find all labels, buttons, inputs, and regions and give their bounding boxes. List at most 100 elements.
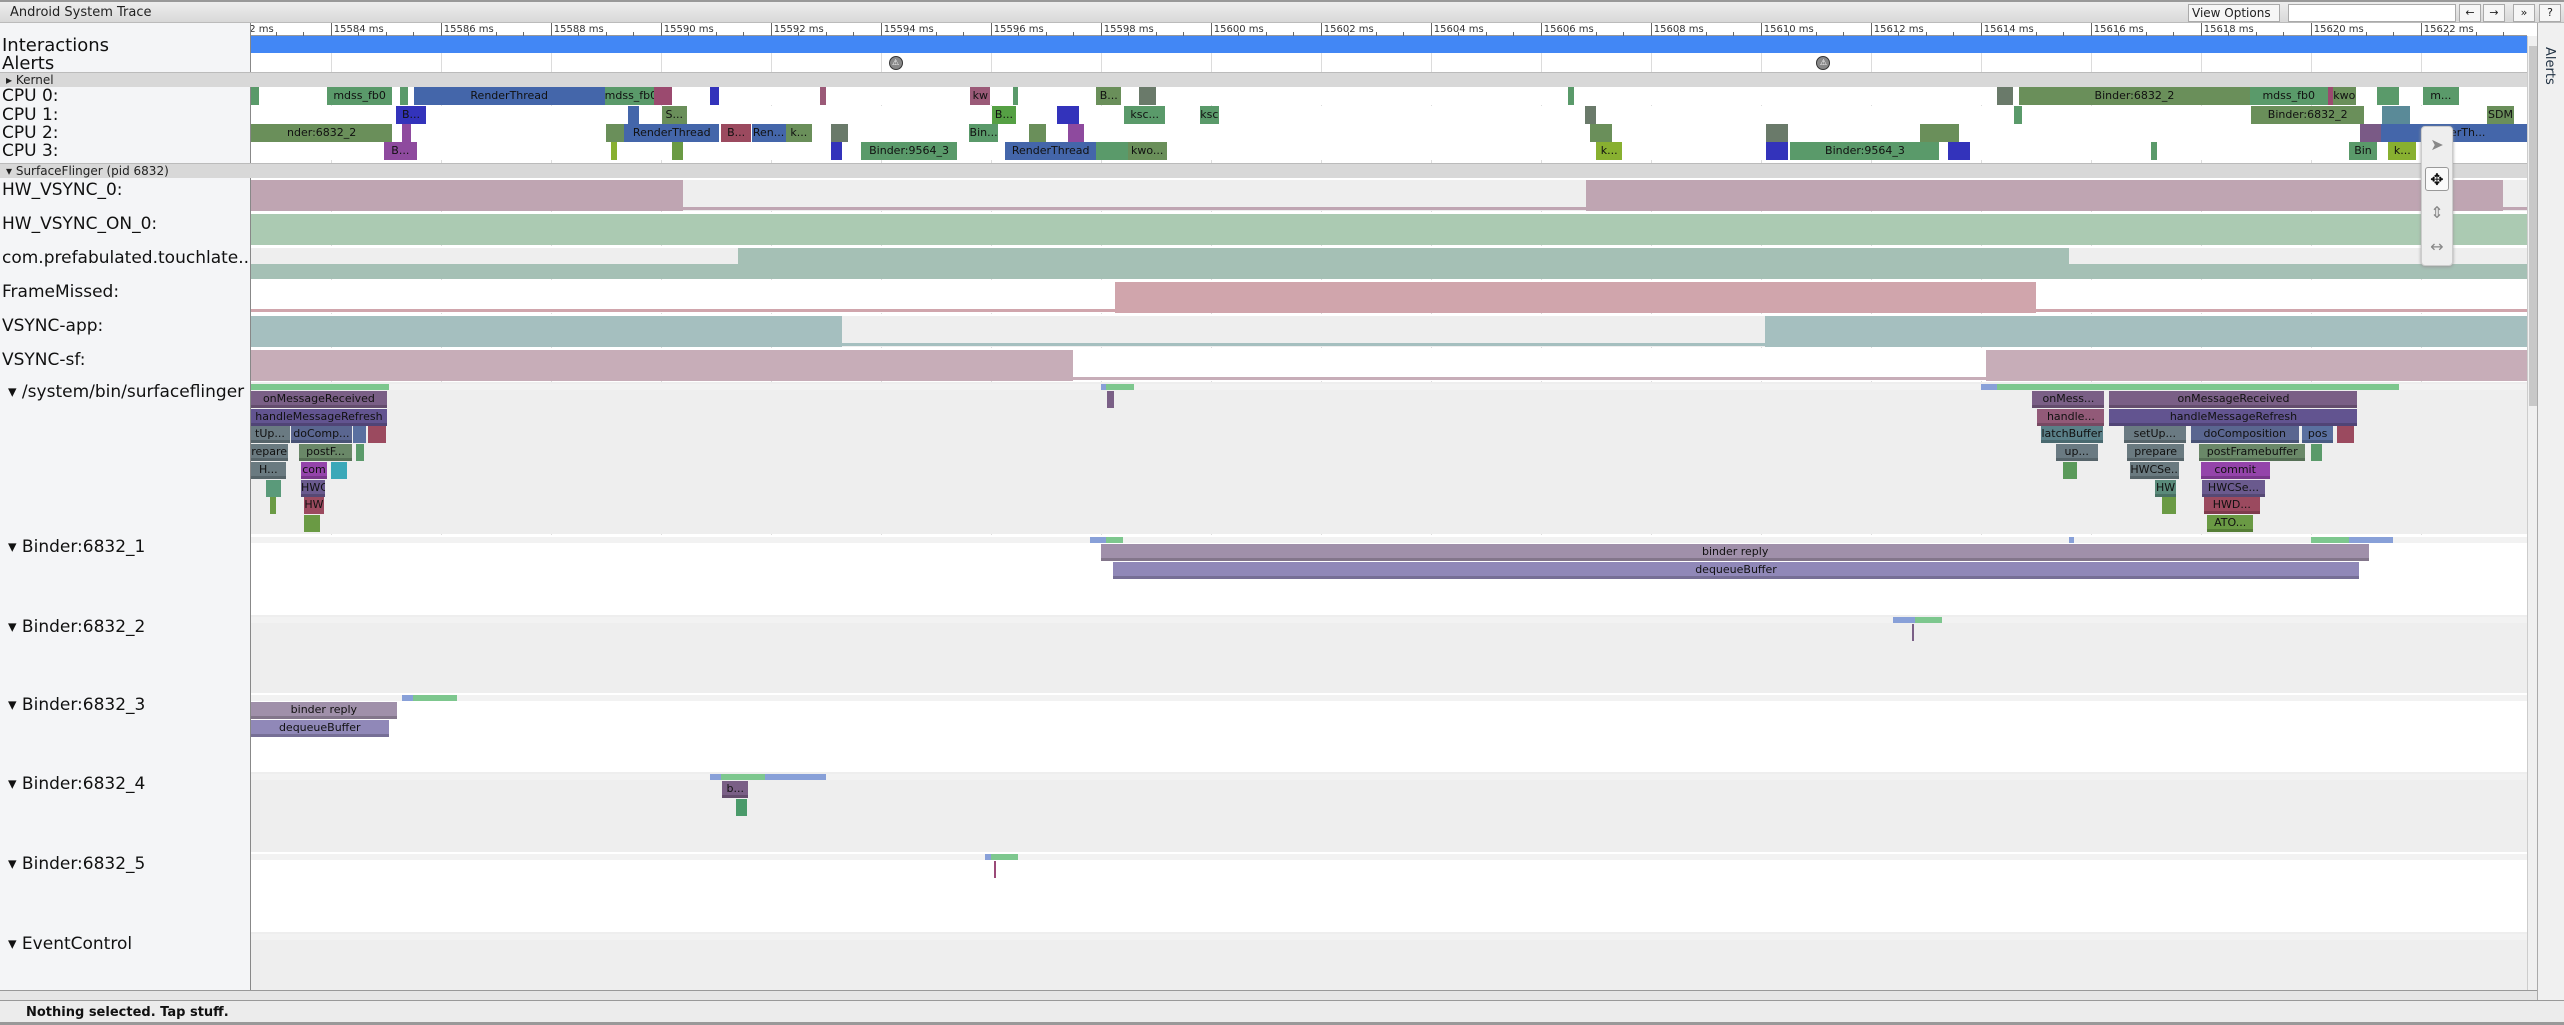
thread-state-segment[interactable]: [990, 854, 1019, 860]
thread-slice[interactable]: HWC: [301, 479, 326, 497]
cpu-slice[interactable]: ksc: [1199, 106, 1219, 124]
cpu-slice[interactable]: [2151, 142, 2157, 160]
counter-high-segment[interactable]: [737, 248, 2069, 279]
cpu-slice[interactable]: [2013, 106, 2022, 124]
cpu-slice[interactable]: k...: [785, 124, 812, 142]
thread-slice[interactable]: H...: [251, 461, 287, 479]
cpu-slice[interactable]: [831, 124, 848, 142]
cpu-slice[interactable]: [2382, 106, 2410, 124]
thread-state-segment[interactable]: [1106, 537, 1123, 543]
thread-slice[interactable]: doComposition: [2190, 426, 2299, 444]
thread-state-segment[interactable]: [1980, 384, 1998, 390]
counter-high-segment[interactable]: [1986, 350, 2527, 381]
thread-slice[interactable]: onMessageReceived: [251, 391, 388, 408]
counter-high-segment[interactable]: [1586, 180, 2504, 211]
cpu-slice[interactable]: mdss_fb0: [604, 87, 654, 105]
cpu-slice[interactable]: [402, 124, 411, 142]
find-previous-button[interactable]: ←: [2459, 4, 2481, 22]
cpu-slice[interactable]: [1029, 124, 1046, 142]
cpu-slice[interactable]: k...: [2388, 142, 2417, 160]
cpu-slice[interactable]: mdss_fb0: [326, 87, 393, 105]
thread-state-segment[interactable]: [710, 774, 722, 780]
scrollbar-thumb[interactable]: [2529, 46, 2537, 406]
cpu-slice[interactable]: Ren...: [751, 124, 786, 142]
thread-state-segment[interactable]: [1106, 384, 1134, 390]
thread-slice[interactable]: handleMessageRefresh: [2109, 408, 2358, 426]
thread-slice[interactable]: commit: [2200, 461, 2270, 479]
thread-state-segment[interactable]: [2310, 537, 2350, 543]
cpu-slice[interactable]: [627, 106, 639, 124]
cpu-slice[interactable]: [605, 124, 625, 142]
counter-high-segment[interactable]: [251, 350, 1074, 381]
cpu-slice[interactable]: [1997, 87, 2013, 105]
cpu-slice[interactable]: nder:6832_2: [251, 124, 393, 142]
thread-slice[interactable]: [368, 426, 386, 444]
cpu-slice[interactable]: [1056, 106, 1079, 124]
mouse-mode-selector[interactable]: ➤ ✥ ⇕ ↔: [2421, 126, 2453, 266]
cpu-slice[interactable]: B...: [1096, 87, 1122, 105]
cpu-slice[interactable]: kw: [970, 87, 991, 105]
timeline-tracks[interactable]: 15582 ms 15584 ms 15586 ms 15588 ms 15590 ms…: [251, 23, 2527, 990]
cpu-slice[interactable]: RenderThread: [1005, 142, 1097, 160]
thread-state-segment[interactable]: [1089, 537, 1107, 543]
cpu-slice[interactable]: kwo...: [1127, 142, 1167, 160]
thread-slice[interactable]: HWCSe...: [2130, 461, 2180, 479]
thread-slice[interactable]: prepare: [2127, 444, 2185, 462]
counter-high-segment[interactable]: [1114, 282, 2036, 313]
cpu-slice[interactable]: [1096, 142, 1128, 160]
thread-slice[interactable]: [330, 461, 348, 479]
cpu-slice[interactable]: Binder:6832_2: [2251, 106, 2365, 124]
thread-slice[interactable]: [2310, 444, 2322, 462]
thread-slice[interactable]: setUp...: [2123, 426, 2186, 444]
thread-slice[interactable]: pos: [2301, 426, 2334, 444]
thread-slice[interactable]: [993, 861, 996, 878]
counter-high-segment[interactable]: [251, 214, 2527, 245]
thread-slice[interactable]: postF...: [299, 444, 352, 462]
cpu-slice[interactable]: [251, 87, 260, 105]
thread-slice[interactable]: onMessageReceived: [2109, 391, 2358, 408]
interactions-bar[interactable]: [251, 36, 2527, 53]
cpu-slice[interactable]: Bin: [2349, 142, 2377, 160]
cpu-slice[interactable]: [1139, 87, 1156, 105]
thread-slice[interactable]: dequeueBuffer: [251, 719, 390, 737]
alerts-tab[interactable]: Alerts: [2542, 47, 2557, 85]
cpu-slice[interactable]: Bin...: [968, 124, 999, 142]
thread-state-segment[interactable]: [1100, 384, 1107, 390]
thread-slice[interactable]: up...: [2055, 444, 2098, 462]
cpu-slice[interactable]: kwo: [2332, 87, 2356, 105]
cpu-slice[interactable]: [1766, 142, 1789, 160]
thread-slice[interactable]: repare: [251, 444, 288, 462]
cpu-slice[interactable]: RenderThread: [624, 124, 720, 142]
thread-slice[interactable]: [304, 514, 321, 532]
cpu-slice[interactable]: Binder:6832_2: [2019, 87, 2250, 105]
thread-slice[interactable]: postFramebuffer: [2199, 444, 2306, 462]
zoom-icon[interactable]: ⇕: [2430, 203, 2444, 222]
thread-state-segment[interactable]: [2068, 537, 2075, 543]
cpu-slice[interactable]: B...: [991, 106, 1017, 124]
thread-slice[interactable]: [353, 426, 367, 444]
thread-slice[interactable]: [1912, 624, 1914, 641]
view-options-button[interactable]: View Options ▾: [2188, 4, 2280, 34]
thread-state-segment[interactable]: [1997, 384, 2399, 390]
thread-slice[interactable]: [269, 497, 277, 515]
thread-state-segment[interactable]: [1914, 617, 1943, 623]
cpu-slice[interactable]: [831, 142, 843, 160]
cpu-slice[interactable]: [1012, 87, 1019, 105]
thread-state-segment[interactable]: [721, 774, 766, 780]
cpu-slice[interactable]: [710, 87, 719, 105]
cpu-slice[interactable]: [1766, 124, 1789, 142]
thread-state-segment[interactable]: [402, 695, 414, 701]
cpu-slice[interactable]: [1947, 142, 1970, 160]
thread-slice[interactable]: doComp...: [291, 426, 352, 444]
alert-marker-icon[interactable]: ⚠: [1816, 56, 1831, 70]
find-next-button[interactable]: →: [2483, 4, 2505, 22]
pointer-icon[interactable]: ➤: [2430, 135, 2444, 154]
cpu-slice[interactable]: [820, 87, 826, 105]
cpu-slice[interactable]: [2360, 124, 2381, 142]
kernel-group-header[interactable]: ▸ Kernel: [0, 72, 2527, 87]
thread-slice[interactable]: [355, 444, 364, 462]
cpu-slice[interactable]: [399, 87, 408, 105]
cpu-slice[interactable]: RenderTh...: [2380, 124, 2527, 142]
cpu-slice[interactable]: ksc...: [1124, 106, 1166, 124]
cpu-slice[interactable]: Binder:9564_3: [860, 142, 958, 160]
